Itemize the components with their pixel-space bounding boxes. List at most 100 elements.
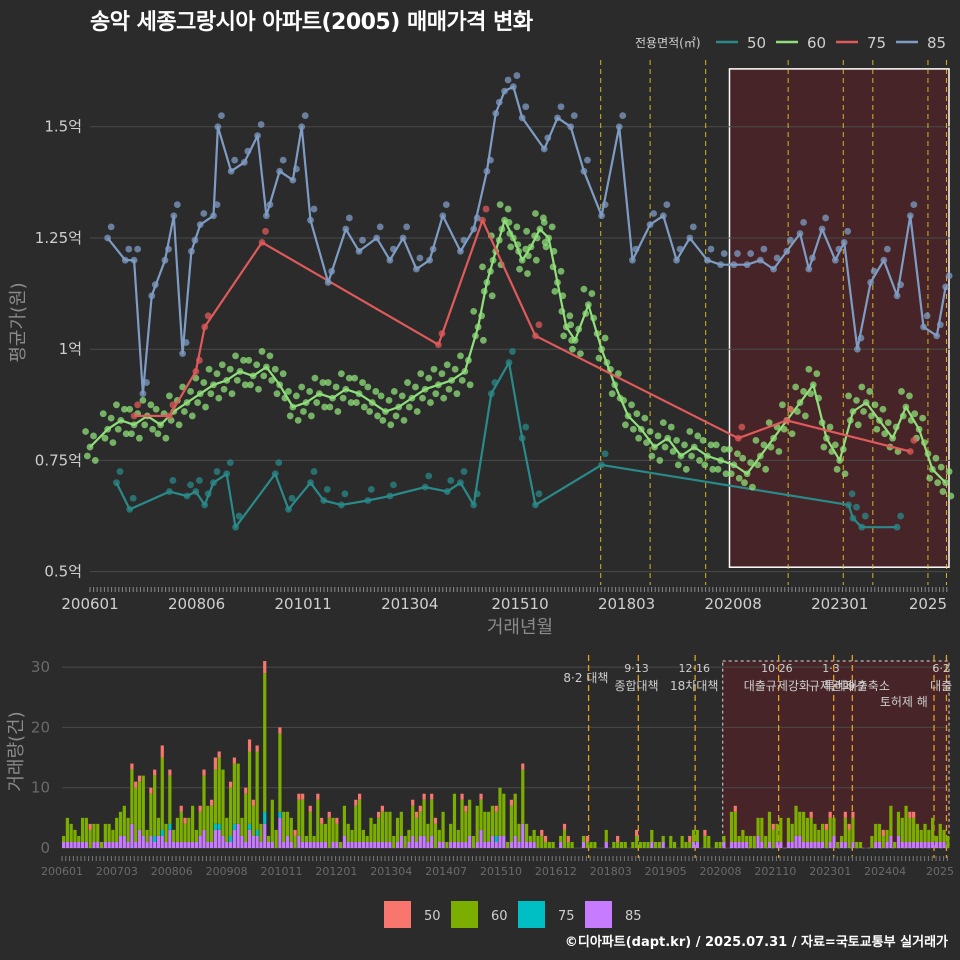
series-85-point [720, 250, 728, 257]
series-60-point [805, 365, 813, 373]
volume-bar-60 [350, 829, 354, 842]
volume-bar-85 [722, 841, 726, 848]
series-60-point [542, 243, 550, 251]
series-60-point [205, 365, 213, 373]
volume-bar-85 [449, 841, 453, 848]
volume-bar-50 [168, 769, 172, 776]
series-85-point [310, 205, 318, 213]
series-85-point [822, 214, 830, 222]
volume-bar-85 [399, 835, 403, 848]
volume-bar-85 [411, 835, 415, 848]
volume-bar-60 [646, 841, 650, 848]
series-50-point [425, 472, 433, 480]
series-60-point [532, 210, 539, 217]
volume-bar-60 [369, 817, 373, 842]
volume-bar-50 [134, 781, 138, 788]
volume-bar-60 [817, 829, 821, 842]
volume-bar-60 [251, 805, 255, 836]
series-85-point [883, 245, 891, 253]
volume-bar-60 [84, 817, 88, 842]
series-60-point [641, 414, 649, 422]
series-60-point [387, 421, 395, 429]
series-60-point [566, 312, 574, 320]
volume-bar-85 [194, 841, 199, 848]
series-60-point [82, 428, 89, 435]
volume-bar-85 [388, 841, 392, 848]
volume-bar-85 [380, 841, 384, 848]
volume-bar-85 [289, 841, 293, 848]
series-60-point [932, 454, 940, 462]
series-60-point [540, 218, 548, 226]
series-60-point [298, 383, 306, 391]
series-60-point [226, 365, 234, 373]
series-60-point [845, 392, 852, 400]
volume-bar-60 [316, 799, 320, 842]
volume-bar-60 [938, 823, 942, 842]
series-60-point [656, 457, 664, 464]
volume-bar-85 [202, 829, 206, 848]
series-60-point [735, 474, 743, 482]
volume-bar-85 [240, 835, 244, 848]
volume-bar-85 [889, 835, 893, 848]
series-60-point [523, 227, 531, 235]
volume-bar-60 [851, 817, 855, 842]
series-60-point [258, 348, 266, 355]
y-tick-label: 1억 [59, 340, 82, 358]
volume-bar-60 [217, 757, 221, 824]
series-50-point [509, 348, 516, 355]
series-60-point [83, 452, 91, 460]
series-85-point [747, 250, 755, 257]
volume-bar-60 [638, 841, 643, 848]
volume-bar-75 [168, 823, 172, 830]
volume-bar-85 [813, 841, 817, 848]
series-60-point [712, 441, 720, 449]
series-60-point [135, 434, 143, 442]
volume-x-tick-label: 202110 [754, 865, 796, 878]
volume-bar-60 [376, 817, 381, 842]
volume-x-tick-label: 201304 [370, 865, 412, 878]
volume-bar-60 [80, 817, 85, 842]
volume-bar-60 [650, 829, 654, 842]
series-60-point [775, 448, 783, 455]
volume-bar-85 [308, 841, 312, 848]
volume-bar-85 [160, 835, 164, 848]
series-60-point [149, 425, 157, 433]
volume-bar-75 [494, 835, 498, 842]
series-60-point [337, 370, 345, 378]
series-60-point [648, 452, 656, 460]
series-60-point [701, 461, 709, 469]
series-60-point [720, 445, 728, 453]
series-60-point [937, 463, 945, 471]
volume-bar-60 [468, 799, 472, 836]
series-60-point [359, 379, 366, 386]
volume-bar-85 [217, 829, 221, 848]
series-85-point [786, 236, 794, 244]
series-60-point [858, 383, 866, 391]
series-85-point [760, 245, 768, 253]
volume-bar-60 [858, 841, 863, 848]
volume-bar-60 [221, 769, 225, 836]
volume-bar-85 [441, 841, 445, 848]
volume-bar-60 [327, 817, 331, 848]
volume-bar-85 [828, 841, 832, 848]
volume-bar-60 [111, 829, 115, 842]
volume-bar-85 [767, 841, 772, 848]
series-85-point [689, 223, 697, 231]
volume-bar-85 [422, 835, 426, 848]
volume-bar-60 [847, 829, 851, 848]
series-60-point [228, 390, 236, 398]
volume-bar-85 [282, 841, 286, 848]
series-85-point [442, 201, 450, 208]
x-minor-ticks [89, 587, 948, 592]
series-50-point [601, 450, 609, 458]
volume-bar-60 [923, 823, 927, 842]
volume-bar-60 [737, 835, 741, 842]
series-60-point [114, 425, 122, 433]
volume-bar-60 [934, 835, 939, 842]
x-tick-label: 200806 [168, 595, 225, 613]
series-60-point [324, 379, 332, 386]
volume-bar-85 [149, 835, 153, 848]
volume-bar-60 [809, 817, 813, 842]
series-60-point [801, 412, 809, 420]
volume-bar-60 [900, 817, 904, 842]
